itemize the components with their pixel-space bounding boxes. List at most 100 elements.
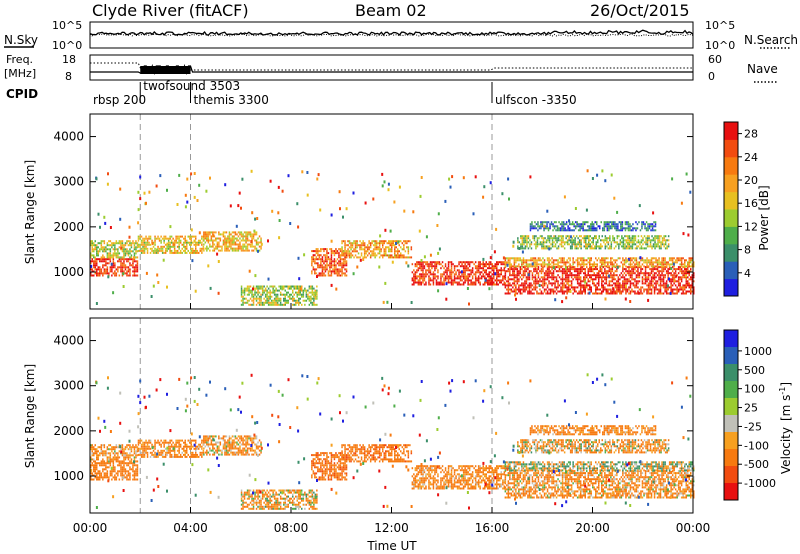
power-cell [196, 251, 198, 254]
power-cell [126, 270, 128, 273]
power-cell [607, 247, 610, 250]
power-cell [632, 261, 635, 264]
power-cell [474, 277, 477, 280]
power-cell [647, 261, 650, 264]
power-cell [293, 293, 295, 296]
power-cell [550, 235, 552, 238]
power-cell [266, 289, 268, 292]
power-cell [267, 301, 270, 304]
power-cell [526, 241, 528, 244]
power-cell [640, 247, 643, 250]
power-cell [385, 248, 387, 251]
power-cell [522, 288, 525, 291]
power-speckle [566, 281, 569, 285]
power-cell [583, 245, 585, 248]
power-cell [509, 265, 511, 268]
power-cell [371, 254, 373, 257]
power-cell [667, 235, 670, 238]
power-cell [91, 260, 93, 263]
power-cell [310, 301, 312, 304]
power-cell [385, 250, 387, 253]
power-cell [619, 257, 621, 260]
power-cell [551, 239, 554, 242]
power-cell [668, 268, 671, 271]
power-cell [533, 286, 535, 289]
power-cell [386, 254, 388, 257]
power-cell [656, 288, 659, 291]
power-cell [157, 245, 159, 248]
power-cell [108, 262, 110, 265]
power-cell [330, 272, 333, 275]
power-cell [279, 299, 282, 302]
power-cell [611, 257, 614, 260]
power-cell [651, 235, 653, 238]
power-cell [146, 249, 149, 252]
power-cell [254, 287, 256, 290]
power-cell [198, 243, 200, 246]
power-cell [629, 229, 631, 232]
power-cell [560, 270, 562, 273]
power-cell [560, 239, 563, 242]
power-cell [531, 265, 534, 268]
power-cell [581, 237, 584, 240]
power-cell [496, 277, 498, 280]
power-cell [635, 292, 638, 295]
power-cell [449, 271, 451, 274]
power-cell [324, 270, 327, 273]
velocity-cell [112, 470, 115, 473]
power-cell [520, 237, 522, 240]
power-cell [114, 242, 116, 245]
power-speckle [502, 256, 505, 260]
power-cell [599, 270, 601, 273]
power-cell [231, 243, 234, 246]
power-speckle [489, 256, 492, 260]
power-cell [522, 282, 525, 285]
power-cell [607, 284, 609, 287]
velocity-cell [135, 468, 137, 471]
power-cell [556, 247, 558, 250]
power-cell [632, 290, 635, 293]
power-cell [93, 250, 95, 253]
power-cell [616, 282, 618, 285]
power-cell [550, 221, 553, 224]
power-cell [512, 274, 514, 277]
power-cell [109, 248, 112, 251]
power-cell [251, 237, 253, 240]
power-cell [634, 257, 636, 260]
power-cell [520, 243, 522, 246]
power-cell [324, 258, 327, 261]
power-cell [100, 256, 103, 259]
power-cell [601, 259, 603, 262]
power-cell [620, 225, 622, 228]
power-cell [588, 237, 590, 240]
power-cell [401, 248, 404, 251]
power-cell [674, 270, 677, 273]
power-cell [634, 239, 637, 242]
power-cell [645, 229, 648, 232]
power-cell [604, 288, 606, 291]
power-cell [273, 301, 276, 304]
power-cell [611, 223, 613, 226]
power-cell [586, 243, 588, 246]
power-cell [527, 263, 529, 266]
power-cell [490, 271, 492, 274]
velocity-cell [136, 478, 139, 481]
power-speckle [186, 200, 189, 204]
power-cell [429, 279, 432, 282]
power-cell [336, 252, 339, 255]
velocity-cell [90, 460, 92, 463]
power-cell [621, 237, 623, 240]
power-cell [443, 279, 445, 282]
power-cell [525, 263, 528, 266]
power-panel-frame [89, 113, 694, 310]
power-cell [142, 247, 144, 250]
power-cell [385, 246, 387, 249]
power-cell [656, 282, 659, 285]
power-cell [330, 254, 333, 257]
power-cell [538, 243, 540, 246]
power-speckle [137, 221, 140, 225]
power-speckle [267, 277, 270, 281]
power-cell [154, 249, 156, 252]
power-cell [661, 268, 663, 271]
power-cell [592, 268, 594, 271]
